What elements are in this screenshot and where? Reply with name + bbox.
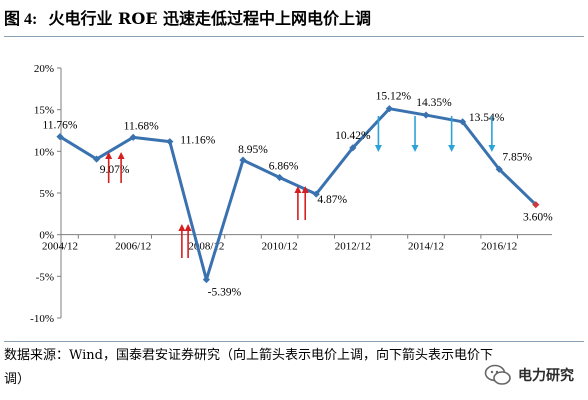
roe-last-point: [532, 201, 540, 209]
up-arrow-head: [117, 152, 125, 159]
x-tick-label: 2006/12: [115, 241, 151, 253]
roe-data-point: [459, 118, 467, 126]
x-tick-label: 2010/12: [262, 241, 298, 253]
roe-data-point: [349, 144, 357, 152]
down-arrow-head: [374, 145, 382, 152]
roe-data-point: [495, 165, 503, 173]
figure-label: 图 4:: [4, 11, 38, 28]
y-tick-label: 0%: [39, 230, 54, 242]
data-label: 6.86%: [269, 161, 299, 173]
roe-data-point: [166, 138, 174, 146]
roe-series-line: [59, 107, 537, 282]
roe-data-point: [385, 105, 393, 113]
data-label: 13.54%: [469, 112, 505, 124]
down-arrow-head: [488, 145, 496, 152]
data-label: 14.35%: [416, 97, 452, 109]
down-arrow-head: [448, 145, 456, 152]
roe-data-point: [276, 173, 284, 182]
x-tick-label: 2012/12: [335, 241, 371, 253]
data-label: 11.68%: [124, 120, 159, 132]
data-label: -5.39%: [208, 287, 242, 299]
up-arrow-head: [105, 152, 113, 159]
roe-data-point: [202, 275, 210, 284]
data-label: 9.07%: [100, 164, 130, 176]
y-tick-label: 5%: [39, 188, 54, 200]
source-note: 数据来源：Wind，国泰君安证券研究（向上箭头表示电价上调，向下箭头表示电价下调…: [4, 348, 493, 387]
down-arrow-head: [411, 145, 419, 152]
data-label: 11.76%: [42, 120, 77, 132]
up-arrow-head: [184, 224, 192, 231]
y-tick-label: -10%: [30, 313, 54, 325]
up-arrow-head: [301, 186, 309, 193]
watermark-text: 电力研究: [518, 368, 574, 384]
data-label: 4.87%: [317, 194, 347, 206]
data-label: 3.60%: [523, 212, 553, 224]
figure-title-text: 火电行业 ROE 迅速走低过程中上网电价上调: [48, 9, 372, 28]
x-tick-label: 2014/12: [408, 241, 444, 253]
data-label: 11.16%: [180, 135, 215, 147]
y-tick-label: -5%: [36, 271, 54, 283]
title-rule: [4, 36, 584, 37]
roe-data-point: [422, 111, 430, 119]
figure-title: 图 4: 火电行业 ROE 迅速走低过程中上网电价上调: [4, 4, 584, 34]
data-label: 7.85%: [502, 151, 532, 163]
x-tick-label: 2016/12: [481, 241, 517, 253]
y-tick-label: 10%: [34, 146, 54, 158]
x-tick-label: 2004/12: [42, 241, 78, 253]
roe-data-point: [93, 155, 101, 163]
up-arrow-head: [178, 224, 186, 231]
data-label: 8.95%: [238, 144, 268, 156]
y-tick-label: 20%: [34, 63, 54, 75]
roe-data-point: [312, 190, 320, 198]
watermark: 电力研究: [484, 362, 574, 388]
wechat-icon: [484, 364, 511, 385]
source-rule: [4, 341, 584, 342]
y-tick-label: 15%: [34, 105, 54, 117]
roe-data-point: [129, 133, 137, 141]
roe-data-point: [56, 133, 64, 141]
up-arrow-head: [294, 186, 302, 193]
data-label: 15.12%: [376, 91, 412, 103]
roe-data-point: [239, 156, 247, 164]
data-label: 10.42%: [335, 130, 371, 142]
